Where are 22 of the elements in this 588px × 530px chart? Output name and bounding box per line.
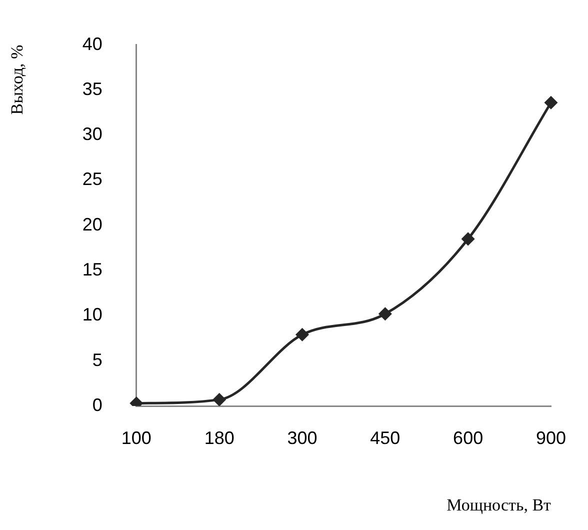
y-tick-label: 25 [82,169,102,190]
point [378,308,392,320]
x-tick-label: 180 [204,428,234,448]
y-tick-label: 15 [82,260,102,280]
point [544,96,558,109]
y-tick-label: 40 [82,34,102,54]
y-tick-label: 35 [82,78,102,99]
y-tick-label: 20 [82,214,102,234]
x-axis-title: Мощность, Вт [446,495,552,514]
point [213,393,226,406]
x-tick-label: 600 [453,428,484,448]
x-tick-label: 100 [121,428,152,448]
y-tick-label: 0 [92,394,102,415]
point [296,328,308,341]
y-tick-label: 10 [82,304,102,325]
y-tick-label: 30 [82,124,102,144]
y-tick-label: 5 [92,350,102,370]
y-axis-title: Выход, % [8,44,27,115]
x-tick-label: 450 [370,428,400,448]
x-tick-label: 300 [287,428,318,448]
x-tick-label: 900 [536,428,566,448]
point [462,232,474,246]
